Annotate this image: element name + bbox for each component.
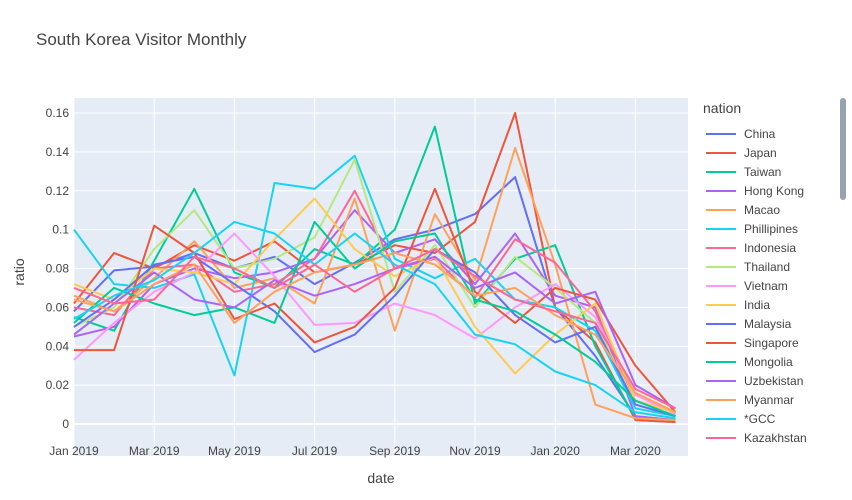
series-layer [73, 112, 677, 424]
chart-title: South Korea Visitor Monthly [36, 30, 247, 49]
x-tick-label: Jan 2020 [531, 444, 581, 458]
series-line[interactable] [74, 187, 677, 413]
legend-label: Indonesia [744, 240, 797, 255]
legend-item[interactable]: Malaysia [700, 314, 840, 333]
legend-swatch [706, 151, 736, 154]
legend-swatch [706, 360, 736, 363]
legend-label: Hong Kong [744, 183, 805, 198]
legend-item[interactable]: Hong Kong [700, 181, 840, 200]
legend-swatch [706, 132, 736, 135]
x-tick-label: Jul 2019 [292, 444, 338, 458]
x-tick-label: Nov 2019 [449, 444, 501, 458]
legend-item[interactable]: Singapore [700, 333, 840, 352]
x-tick-label: Mar 2020 [610, 444, 661, 458]
legend-label: India [744, 297, 771, 312]
legend-item[interactable]: Phillipines [700, 219, 840, 238]
legend-item[interactable]: Uzbekistan [700, 371, 840, 390]
legend-label: Malaysia [744, 316, 792, 331]
legend-label: Japan [744, 145, 777, 160]
legend-label: Mongolia [744, 354, 793, 369]
legend-item[interactable]: Indonesia [700, 238, 840, 257]
x-tick-label: Jan 2019 [49, 444, 99, 458]
legend-swatch [706, 227, 736, 230]
grid [73, 98, 688, 456]
legend-item[interactable]: Vietnam [700, 276, 840, 295]
legend-swatch [706, 398, 736, 401]
legend-label: China [744, 126, 776, 141]
legend-item[interactable]: Myanmar [700, 390, 840, 409]
y-tick-label: 0.08 [46, 262, 70, 276]
legend-swatch [706, 284, 736, 287]
y-axis-title: ratio [11, 258, 27, 285]
series-line[interactable] [73, 248, 676, 418]
legend-item[interactable]: Mongolia [700, 352, 840, 371]
legend-title: nation [703, 100, 742, 116]
series-line[interactable] [73, 248, 676, 410]
legend-label: Myanmar [744, 392, 795, 407]
legend-item[interactable]: Thailand [700, 257, 840, 276]
legend-swatch [706, 417, 736, 420]
legend-swatch [706, 189, 736, 192]
legend-swatch [706, 436, 736, 439]
legend-label: Macao [744, 202, 781, 217]
legend-item[interactable]: Kazakhstan [700, 428, 840, 447]
legend-items: China Japan Taiwan Hong Kong Macao Phillipine… [700, 124, 840, 447]
y-tick-label: 0.06 [46, 300, 70, 314]
legend-label: Uzbekistan [744, 373, 804, 388]
x-tick-label: Mar 2019 [129, 444, 180, 458]
legend-label: Phillipines [744, 221, 799, 236]
series-line[interactable] [73, 255, 677, 410]
x-axis: Jan 2019 Mar 2019 May 2019 Jul 2019 Sep 2019… [49, 444, 661, 458]
legend-label: Singapore [744, 335, 799, 350]
legend-item[interactable]: India [700, 295, 840, 314]
x-axis-title: date [367, 470, 394, 486]
legend-label: Kazakhstan [744, 430, 807, 445]
series-line[interactable] [73, 158, 676, 418]
legend-swatch [706, 322, 736, 325]
y-tick-label: 0.1 [52, 223, 69, 237]
series-line[interactable] [73, 232, 676, 416]
legend-item[interactable]: Macao [700, 200, 840, 219]
legend-swatch [706, 208, 736, 211]
y-tick-label: 0.14 [46, 145, 70, 159]
legend-label: *GCC [744, 411, 776, 426]
legend-swatch [706, 341, 736, 344]
legend-item[interactable]: China [700, 124, 840, 143]
x-tick-label: May 2019 [208, 444, 261, 458]
legend-scrollbar[interactable] [840, 98, 846, 200]
series-line[interactable] [73, 220, 676, 420]
legend-swatch [706, 379, 736, 382]
legend-label: Vietnam [744, 278, 788, 293]
series-line[interactable] [73, 125, 676, 422]
series-line[interactable] [73, 197, 676, 414]
y-tick-label: 0.04 [46, 339, 70, 353]
series-line[interactable] [73, 220, 676, 418]
y-tick-label: 0.02 [46, 378, 70, 392]
y-tick-label: 0.12 [46, 184, 70, 198]
y-axis: 0 0.02 0.04 0.06 0.08 0.1 0.12 0.14 0.16 [46, 106, 70, 431]
legend-item[interactable]: *GCC [700, 409, 840, 428]
legend-swatch [706, 170, 736, 173]
y-tick-label: 0 [62, 417, 69, 431]
legend-swatch [706, 303, 736, 306]
legend-swatch [706, 246, 736, 249]
y-tick-label: 0.16 [46, 106, 70, 120]
legend: nation China Japan Taiwan Hong Kong Macao Phi… [700, 98, 840, 447]
legend-swatch [706, 265, 736, 268]
legend-item[interactable]: Taiwan [700, 162, 840, 181]
series-line[interactable] [73, 252, 676, 414]
x-tick-label: Sep 2019 [369, 444, 421, 458]
legend-label: Taiwan [744, 164, 782, 179]
legend-label: Thailand [744, 259, 791, 274]
legend-item[interactable]: Japan [700, 143, 840, 162]
